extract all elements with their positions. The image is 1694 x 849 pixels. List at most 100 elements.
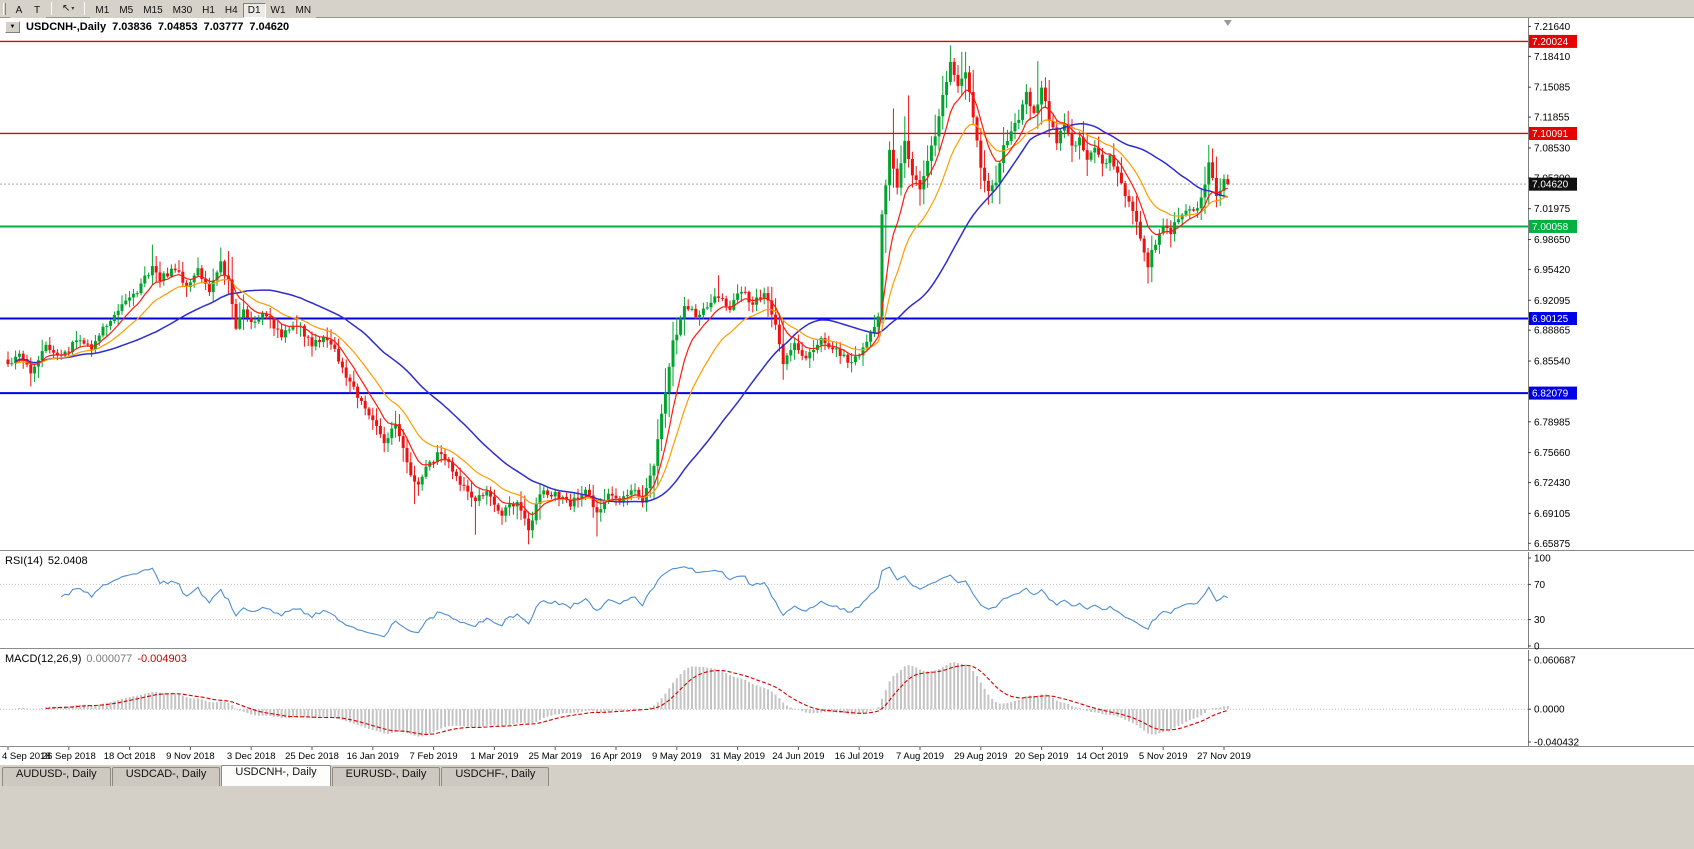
svg-text:6.69105: 6.69105 <box>1534 509 1571 520</box>
ema8-line <box>15 89 1228 516</box>
chart-tab-audusd[interactable]: AUDUSD-, Daily <box>2 767 111 786</box>
svg-text:9 May 2019: 9 May 2019 <box>652 751 702 762</box>
timeframe-h1-button[interactable]: H1 <box>197 2 220 18</box>
macd-signal-line <box>45 664 1228 735</box>
svg-text:16 Jul 2019: 16 Jul 2019 <box>835 751 884 762</box>
svg-text:25 Dec 2018: 25 Dec 2018 <box>285 751 339 762</box>
svg-text:1 Mar 2019: 1 Mar 2019 <box>470 751 518 762</box>
macd-panel-group: 0.060687 0.0000 -0.040432 <box>0 656 1579 749</box>
svg-text:-0.040432: -0.040432 <box>1534 738 1579 749</box>
chart-tab-usdcnh[interactable]: USDCNH-, Daily <box>221 765 331 786</box>
svg-text:25 Mar 2019: 25 Mar 2019 <box>529 751 582 762</box>
svg-text:6.75660: 6.75660 <box>1534 448 1571 459</box>
candlesticks <box>6 45 1230 545</box>
sma40-line <box>15 122 1228 503</box>
toolbar-button-a[interactable]: A <box>10 2 28 18</box>
svg-text:7.20024: 7.20024 <box>1532 37 1569 48</box>
svg-text:16 Jan 2019: 16 Jan 2019 <box>347 751 399 762</box>
panel-separators <box>0 550 1694 748</box>
svg-text:18 Oct 2018: 18 Oct 2018 <box>104 751 156 762</box>
svg-text:7.04620: 7.04620 <box>1532 180 1569 191</box>
toolbar-button-t[interactable]: T <box>28 2 46 18</box>
svg-text:6.95420: 6.95420 <box>1534 265 1571 276</box>
chevron-down-icon: ▼ <box>9 24 16 30</box>
svg-text:3 Dec 2018: 3 Dec 2018 <box>227 751 276 762</box>
price-axis: 7.216407.184107.150857.118557.085307.053… <box>1528 18 1577 746</box>
rsi-panel: 100 70 30 0 <box>0 554 1551 653</box>
chart-tab-usdcad[interactable]: USDCAD-, Daily <box>111 767 221 786</box>
timeframe-m30-button[interactable]: M30 <box>167 2 198 18</box>
axis-price-label <box>1529 312 1577 326</box>
symbol-dropdown-button[interactable]: ▼ <box>5 21 20 33</box>
rsi-label: RSI(14) 52.0408 <box>5 555 88 567</box>
svg-text:7.01975: 7.01975 <box>1534 204 1571 215</box>
macd-signal-value: -0.004903 <box>137 653 187 665</box>
macd-label: MACD(12,26,9) 0.000077 -0.004903 <box>5 653 187 665</box>
svg-text:24 Jun 2019: 24 Jun 2019 <box>772 751 824 762</box>
toolbar-grip[interactable] <box>3 2 6 15</box>
svg-text:27 Nov 2019: 27 Nov 2019 <box>1197 751 1251 762</box>
rsi-value: 52.0408 <box>47 555 88 567</box>
svg-text:7.00058: 7.00058 <box>1532 222 1569 233</box>
axis-price-label <box>1529 219 1577 233</box>
toolbar-separator <box>51 2 52 15</box>
svg-text:6.85540: 6.85540 <box>1534 357 1571 368</box>
svg-text:7.11855: 7.11855 <box>1534 113 1570 124</box>
svg-text:6.72430: 6.72430 <box>1534 478 1571 489</box>
chevron-down-icon: ▾ <box>71 6 75 12</box>
svg-text:6.90125: 6.90125 <box>1532 314 1569 325</box>
svg-text:100: 100 <box>1534 554 1551 565</box>
timeframe-m15-button[interactable]: M15 <box>138 2 168 18</box>
toolbar-separator <box>84 2 86 15</box>
ohlc-high: 7.04853 <box>157 21 198 33</box>
svg-text:7 Feb 2019: 7 Feb 2019 <box>410 751 458 762</box>
chart-shift-marker <box>1223 20 1232 26</box>
chart-symbol-period: USDCNH-,Daily <box>26 21 107 33</box>
svg-text:7 Aug 2019: 7 Aug 2019 <box>896 751 944 762</box>
svg-text:7.08530: 7.08530 <box>1534 143 1571 154</box>
axis-price-label <box>1529 177 1577 191</box>
svg-text:5 Nov 2019: 5 Nov 2019 <box>1139 751 1188 762</box>
svg-text:0: 0 <box>1534 642 1540 653</box>
rsi-line <box>60 566 1229 638</box>
timeframe-mn-button[interactable]: MN <box>290 2 317 18</box>
chart-background <box>0 18 1694 764</box>
cursor-tool-button[interactable]: ↖ ▾ <box>57 1 80 16</box>
svg-text:9 Nov 2018: 9 Nov 2018 <box>166 751 215 762</box>
svg-text:0.0000: 0.0000 <box>1534 705 1565 716</box>
timeframe-m5-button[interactable]: M5 <box>114 2 139 18</box>
svg-text:14 Oct 2019: 14 Oct 2019 <box>1077 751 1129 762</box>
timeframe-h4-button[interactable]: H4 <box>219 2 243 18</box>
cursor-icon: ↖ <box>62 3 71 14</box>
svg-text:6.78985: 6.78985 <box>1534 417 1571 428</box>
axis-price-label <box>1529 386 1577 400</box>
chart-header: ▼ USDCNH-,Daily 7.03836 7.04853 7.03777 … <box>5 21 289 33</box>
window-background <box>0 786 1694 849</box>
svg-text:7.18410: 7.18410 <box>1534 52 1571 63</box>
axis-price-label <box>1529 34 1577 48</box>
svg-text:6.92095: 6.92095 <box>1534 296 1571 307</box>
timeframe-d1-button[interactable]: D1 <box>242 2 266 18</box>
svg-text:6.88865: 6.88865 <box>1534 326 1571 337</box>
svg-text:31 May 2019: 31 May 2019 <box>710 751 765 762</box>
timeframe-w1-button[interactable]: W1 <box>265 2 291 18</box>
chart-canvas[interactable]: 7.216407.184107.150857.118557.085307.053… <box>0 0 1694 764</box>
moving-averages <box>15 89 1229 516</box>
svg-text:7.10091: 7.10091 <box>1532 129 1569 140</box>
ohlc-open: 7.03836 <box>112 21 152 33</box>
svg-text:6.82079: 6.82079 <box>1532 389 1569 400</box>
rsi-indicator-name: RSI(14) <box>5 555 43 567</box>
timeframe-m1-button[interactable]: M1 <box>90 2 115 18</box>
svg-text:6.65875: 6.65875 <box>1534 539 1571 550</box>
chart-tab-eurusd[interactable]: EURUSD-, Daily <box>331 767 441 786</box>
ohlc-close: 7.04620 <box>249 21 290 33</box>
svg-text:0.060687: 0.060687 <box>1534 656 1576 667</box>
axis-price-label <box>1529 126 1577 140</box>
chart-tab-usdchf[interactable]: USDCHF-, Daily <box>441 767 550 786</box>
svg-text:20 Sep 2019: 20 Sep 2019 <box>1015 751 1069 762</box>
svg-text:30: 30 <box>1534 615 1546 626</box>
ohlc-low: 7.03777 <box>203 21 244 33</box>
